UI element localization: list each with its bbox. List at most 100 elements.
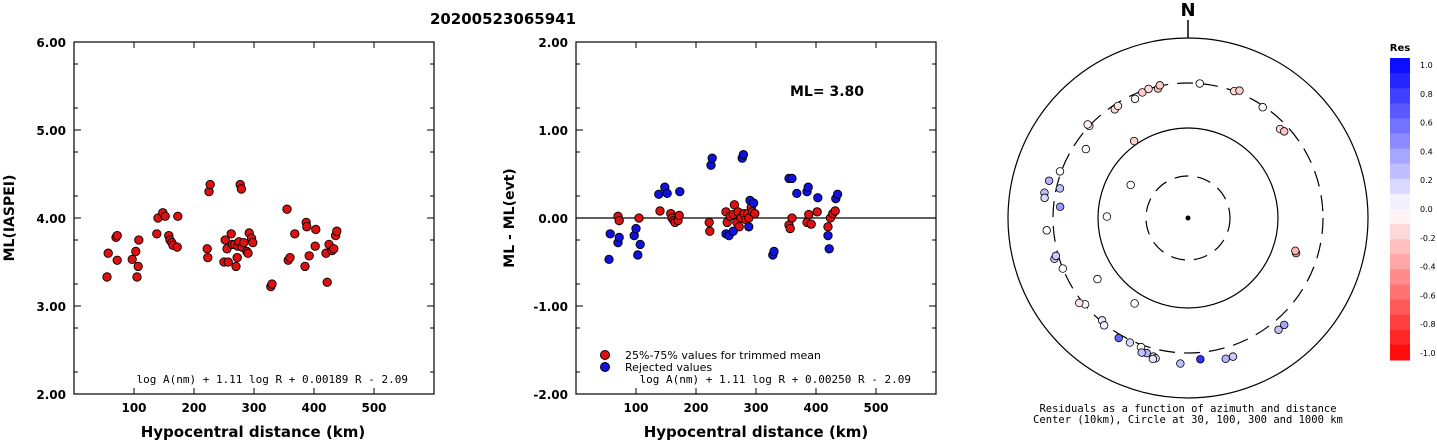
- plot1-point-series0: [205, 179, 215, 190]
- plot2-ytick-label: 2.00: [538, 36, 568, 50]
- plot2-ytick-label: -2.00: [533, 388, 568, 402]
- plot1-frame: [73, 41, 435, 395]
- plot2-point-series1: [823, 230, 833, 241]
- plot1-point-series0: [202, 244, 212, 254]
- station-marker: [1058, 264, 1068, 273]
- plot2-point-series0: [750, 208, 760, 219]
- plot1-point-series0: [304, 251, 314, 261]
- plot2-xlabel: Hypocentral distance (km): [644, 423, 869, 441]
- colorbar-cell: [1390, 178, 1410, 195]
- station-marker: [1083, 120, 1092, 129]
- station-marker: [1055, 202, 1065, 212]
- plot2-point-series0: [804, 209, 814, 220]
- station-marker: [1130, 299, 1139, 308]
- plot1-ytick-label: 6.00: [36, 36, 66, 50]
- plot1-point-series0: [112, 230, 122, 241]
- colorbar-cell: [1390, 73, 1410, 89]
- station-marker: [1280, 127, 1289, 136]
- station-marker: [1126, 180, 1135, 190]
- plot2-point-series0: [785, 223, 795, 234]
- ring-300km: [1052, 82, 1324, 354]
- station-marker: [1055, 167, 1065, 176]
- colorbar-title: Res: [1390, 43, 1410, 54]
- plot2-legend: 25%-75% values for trimmed mean Rejected…: [600, 349, 821, 374]
- plot1-point-series0: [310, 241, 320, 251]
- plot1-xtick-label: 300: [241, 401, 266, 415]
- plot2-point-series1: [605, 229, 615, 239]
- plot1-point-series0: [322, 277, 332, 287]
- polar-caption-line2: Center (10km), Circle at 30, 100, 300 an…: [1033, 414, 1343, 426]
- plot2-point-series1: [832, 189, 843, 199]
- plot1-ytick-label: 3.00: [36, 300, 66, 314]
- plot2-point-series1: [769, 246, 779, 257]
- plot1-point-series0: [172, 242, 182, 252]
- colorbar-cell: [1390, 224, 1410, 240]
- station-marker: [1195, 79, 1204, 88]
- ring-1000km: [1007, 37, 1369, 399]
- ring-100km: [1097, 127, 1279, 309]
- plot2-point-series0: [787, 213, 797, 223]
- colorbar-cell: [1390, 344, 1410, 361]
- plot1-point-series0: [282, 204, 292, 214]
- colorbar-cell: [1390, 299, 1410, 316]
- colorbar-cell: [1390, 193, 1410, 210]
- station-marker: [1196, 355, 1205, 364]
- plot2-point-series1: [631, 223, 641, 234]
- station-marker: [1258, 103, 1267, 112]
- plot1-point-series0: [203, 252, 213, 263]
- colorbar-cell: [1390, 329, 1410, 346]
- plot1-point-series0: [239, 237, 249, 248]
- plot1-point-series0: [112, 255, 122, 265]
- plot1-point-series0: [127, 254, 137, 265]
- plot1-point-series0: [133, 261, 143, 272]
- station-marker: [1291, 246, 1300, 256]
- plot1-point-series0: [102, 272, 112, 282]
- plot2-point-series0: [823, 222, 833, 232]
- plot2-ytick-label: -1.00: [533, 300, 568, 314]
- station-marker: [1155, 81, 1165, 90]
- plot1-xlabel: Hypocentral distance (km): [141, 423, 366, 441]
- plot2-point-series1: [633, 250, 643, 260]
- station-marker: [1081, 144, 1091, 154]
- colorbar-cell: [1390, 148, 1410, 165]
- station-marker: [1129, 136, 1139, 146]
- colorbar-tick-label: -0.4: [1420, 263, 1436, 272]
- station-marker: [1114, 333, 1123, 343]
- plot1-point-series0: [248, 237, 258, 248]
- plot2-point-series1: [614, 232, 624, 243]
- plot2-ytick-label: 1.00: [538, 124, 568, 138]
- station-marker: [1040, 193, 1049, 203]
- plot2-point-series0: [655, 206, 665, 216]
- plot2-point-series1: [635, 239, 645, 250]
- plot1-ytick-label: 4.00: [36, 212, 66, 226]
- colorbar-cell: [1390, 209, 1410, 225]
- station-marker: [1051, 251, 1061, 261]
- plot2-point-series0: [674, 210, 684, 221]
- plot2-point-series1: [728, 226, 738, 236]
- plot2-point-series1: [675, 186, 685, 197]
- colorbar-tick-label: -0.6: [1420, 291, 1436, 300]
- plot2-point-series0: [634, 213, 644, 223]
- plot2-ytick-label: 0.00: [538, 212, 568, 226]
- plot1-ytick-label: 2.00: [36, 388, 66, 402]
- plot1-point-series0: [152, 229, 162, 239]
- colorbar-tick-label: -0.8: [1420, 320, 1436, 329]
- station-marker: [1274, 325, 1283, 334]
- plot1-point-series0: [103, 248, 113, 258]
- plot2-point-series1: [813, 193, 823, 203]
- plot1-point-series0: [290, 229, 300, 239]
- station-marker: [1221, 354, 1230, 363]
- plot2-point-series1: [654, 189, 664, 199]
- plot1-point-series0: [332, 226, 342, 236]
- colorbar-cell: [1390, 88, 1410, 104]
- station-marker: [1148, 354, 1158, 364]
- plot1-point-series0: [300, 261, 310, 272]
- station-marker: [1042, 226, 1051, 235]
- colorbar-cell: [1390, 239, 1410, 255]
- plot2-point-series1: [744, 222, 754, 232]
- station-marker: [1280, 320, 1289, 330]
- station-marker: [1044, 176, 1054, 185]
- plot1-xtick-label: 400: [301, 401, 326, 415]
- event-id-title: 20200523065941: [430, 10, 576, 28]
- residual-colorbar: Res 1.0 0.8 0.6 0.4 0.2 0.0 -0.2 -0.4 -0.6 -0.8 -1…: [1390, 43, 1436, 361]
